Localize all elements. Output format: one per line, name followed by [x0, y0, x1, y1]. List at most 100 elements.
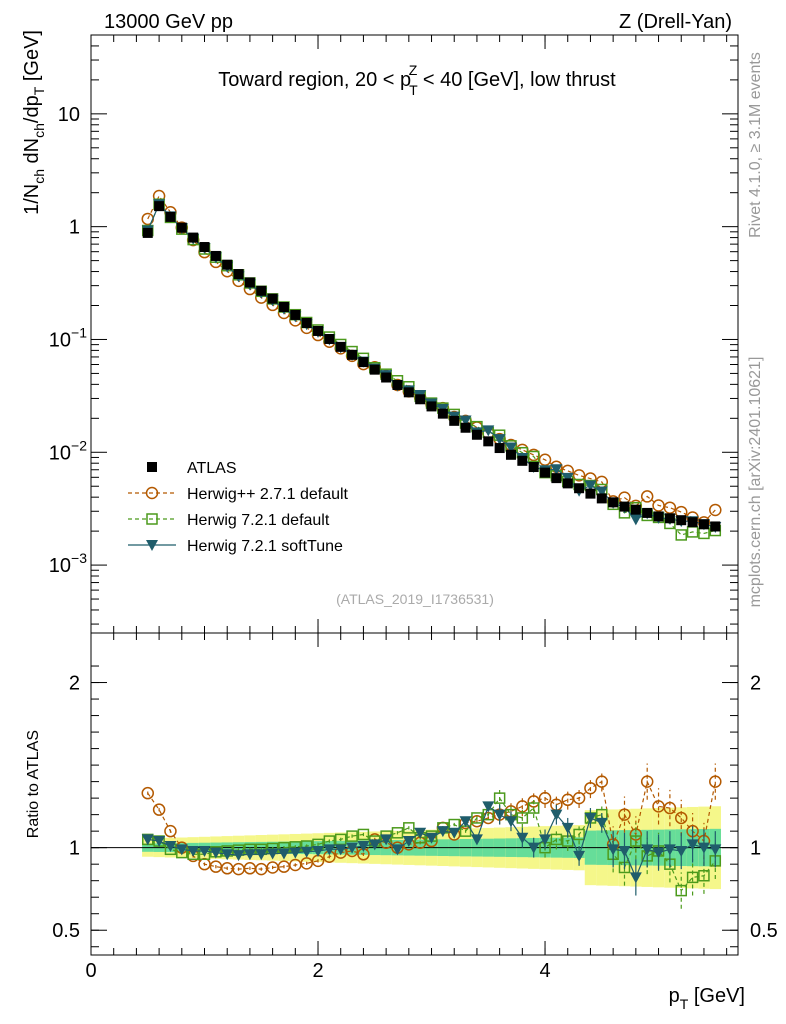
main-point: [528, 462, 539, 473]
main-point: [369, 364, 380, 375]
main-point: [358, 357, 369, 368]
ratio-plot-frame: [90, 632, 739, 956]
ratio-point: [550, 833, 563, 846]
main-point: [482, 425, 495, 437]
ratio-point: [209, 847, 222, 859]
title-sup: Z: [409, 62, 418, 78]
ratio-point: [527, 795, 540, 808]
ratio-ytick-label-left: 0.5: [52, 920, 80, 942]
ratio-point: [674, 811, 688, 825]
tick-base: 10: [49, 442, 71, 464]
xlabel: pT [GeV]: [669, 985, 745, 1012]
ratio-point: [380, 834, 393, 846]
main-point: [585, 488, 596, 499]
xlabel-a: p: [669, 985, 680, 1007]
xlabel-c: [GeV]: [688, 985, 745, 1007]
main-ytick-label: 1: [69, 217, 80, 239]
ratio-point: [607, 844, 620, 856]
xtick-label: 4: [539, 960, 550, 982]
main-point: [437, 408, 448, 419]
main-point: [154, 201, 165, 212]
main-point: [551, 473, 562, 484]
legend-marker: [145, 486, 159, 500]
main-point: [290, 309, 301, 320]
main-point: [642, 507, 653, 518]
main-point: [619, 501, 630, 512]
ratio-point: [630, 835, 642, 847]
ratio-ytick-label-right: 0.5: [750, 920, 778, 942]
ratio-point: [414, 827, 427, 839]
tick-exp: −1: [71, 324, 87, 340]
main-point: [233, 269, 244, 280]
ratio-point: [538, 791, 552, 805]
ratio-point: [550, 809, 563, 821]
ratio-point: [697, 842, 710, 854]
main-point: [188, 232, 199, 243]
ratio-point: [459, 816, 472, 828]
main-point: [301, 317, 312, 328]
main-point: [595, 486, 608, 498]
main-point: [244, 277, 255, 288]
ratio-point: [300, 857, 313, 870]
ratio-point: [391, 827, 404, 839]
main-point: [561, 472, 574, 484]
main-point: [392, 379, 403, 390]
ratio-point: [448, 827, 461, 839]
main-ytick-label: 10−1: [49, 324, 87, 351]
main-point: [347, 349, 358, 360]
main-point: [562, 478, 573, 489]
main-point: [574, 483, 585, 494]
main-point: [313, 325, 324, 336]
ratio-point: [255, 849, 268, 861]
ratio-point: [436, 826, 449, 838]
ratio-point: [675, 845, 688, 857]
main-point: [460, 422, 471, 433]
ratio-point: [629, 872, 642, 884]
main-point: [504, 442, 517, 454]
ratio-point: [402, 836, 415, 848]
ratio-point: [493, 792, 506, 804]
ratio-point: [221, 849, 234, 861]
main-point: [324, 333, 335, 344]
ratio-point: [175, 844, 188, 856]
main-point: [584, 480, 597, 492]
ratio-point: [573, 850, 586, 862]
ratio-point: [516, 832, 529, 844]
main-point: [165, 211, 176, 222]
ratio-point: [368, 839, 381, 851]
analysis-id: (ATLAS_2019_I1736531): [336, 591, 494, 607]
xtick-label: 2: [312, 960, 323, 982]
ylabel-g: [GeV]: [21, 30, 43, 87]
main-point: [710, 521, 721, 532]
mcplots-label: mcplots.cern.ch [arXiv:2401.10621]: [747, 357, 764, 608]
ratio-point: [266, 848, 279, 860]
main-point: [630, 504, 641, 515]
ratio-point: [709, 775, 722, 788]
tick-base: 10: [58, 104, 80, 126]
main-point: [471, 429, 482, 440]
main-point: [527, 450, 540, 463]
ratio-point: [675, 884, 687, 897]
tick-exp: −2: [71, 437, 87, 453]
ratio-point: [663, 801, 677, 815]
ratio-ytick-label-right: 2: [750, 673, 761, 695]
ratio-point: [312, 845, 325, 857]
main-point: [517, 455, 528, 466]
main-point: [698, 519, 709, 530]
ratio-point: [277, 848, 290, 860]
legend-label: Herwig 7.2.1 default: [187, 512, 330, 529]
ratio-point: [187, 845, 200, 857]
ratio-ylabel: Ratio to ATLAS: [25, 730, 42, 838]
ratio-point: [584, 812, 597, 824]
ratio-ytick-label-right: 1: [750, 838, 761, 860]
main-point: [664, 513, 675, 524]
ylabel-d: ch: [31, 123, 47, 138]
ratio-point: [482, 801, 495, 813]
ratio-point: [323, 844, 336, 856]
ratio-point: [504, 816, 517, 828]
ratio-point: [641, 844, 654, 856]
ylabel-b: ch: [31, 169, 47, 184]
main-point: [222, 259, 233, 270]
ratio-point: [346, 842, 359, 854]
